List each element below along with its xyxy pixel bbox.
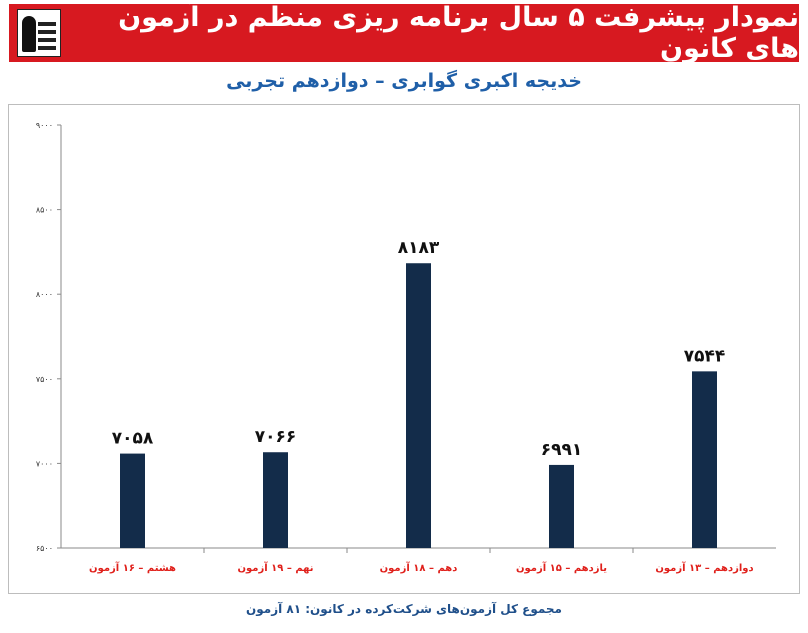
bar bbox=[120, 453, 145, 548]
footer-note: مجموع کل آزمون‌های شرکت‌کرده در کانون: ۸… bbox=[246, 602, 562, 616]
bar-chart: ۶۵۰۰ ۷۰۰۰ ۷۵۰۰ ۸۰۰۰ ۸۵۰۰ ۹۰۰۰ ۷۰۵۸ هشتم – ۱۶ آز… bbox=[36, 121, 776, 574]
x-tick-label: نهم – ۱۹ آزمون bbox=[237, 561, 313, 574]
kanoon-logo-icon bbox=[17, 9, 61, 57]
y-tick-label: ۸۵۰۰ bbox=[36, 206, 53, 215]
chart-subtitle: خدیجه اکبری گوابری – دوازدهم تجربی bbox=[226, 70, 582, 92]
x-tick-label: دهم – ۱۸ آزمون bbox=[380, 561, 458, 574]
y-tick-label: ۷۵۰۰ bbox=[36, 375, 53, 384]
data-label: ۸۱۸۳ bbox=[398, 238, 440, 258]
x-tick-label: دوازدهم – ۱۳ آزمون bbox=[655, 561, 753, 574]
data-label: ۷۰۶۶ bbox=[255, 427, 297, 447]
data-label: ۶۹۹۱ bbox=[541, 440, 583, 460]
page-title: نمودار پیشرفت ۵ سال برنامه ریزی منظم در … bbox=[118, 2, 799, 64]
y-tick-label: ۹۰۰۰ bbox=[36, 121, 53, 130]
bar bbox=[549, 464, 574, 548]
y-tick-label: ۶۵۰۰ bbox=[36, 544, 53, 553]
title-banner: نمودار پیشرفت ۵ سال برنامه ریزی منظم در … bbox=[9, 2, 799, 64]
bar bbox=[406, 263, 431, 548]
data-label: ۷۰۵۸ bbox=[112, 429, 154, 449]
x-tick-label: هشتم – ۱۶ آزمون bbox=[89, 561, 176, 574]
plot-area-frame bbox=[8, 104, 800, 594]
bar bbox=[692, 371, 717, 548]
x-tick-label: یازدهم – ۱۵ آزمون bbox=[516, 561, 607, 574]
data-label: ۷۵۴۴ bbox=[684, 346, 726, 366]
y-tick-label: ۷۰۰۰ bbox=[36, 459, 53, 468]
bar bbox=[263, 452, 288, 548]
y-tick-label: ۸۰۰۰ bbox=[36, 290, 53, 299]
